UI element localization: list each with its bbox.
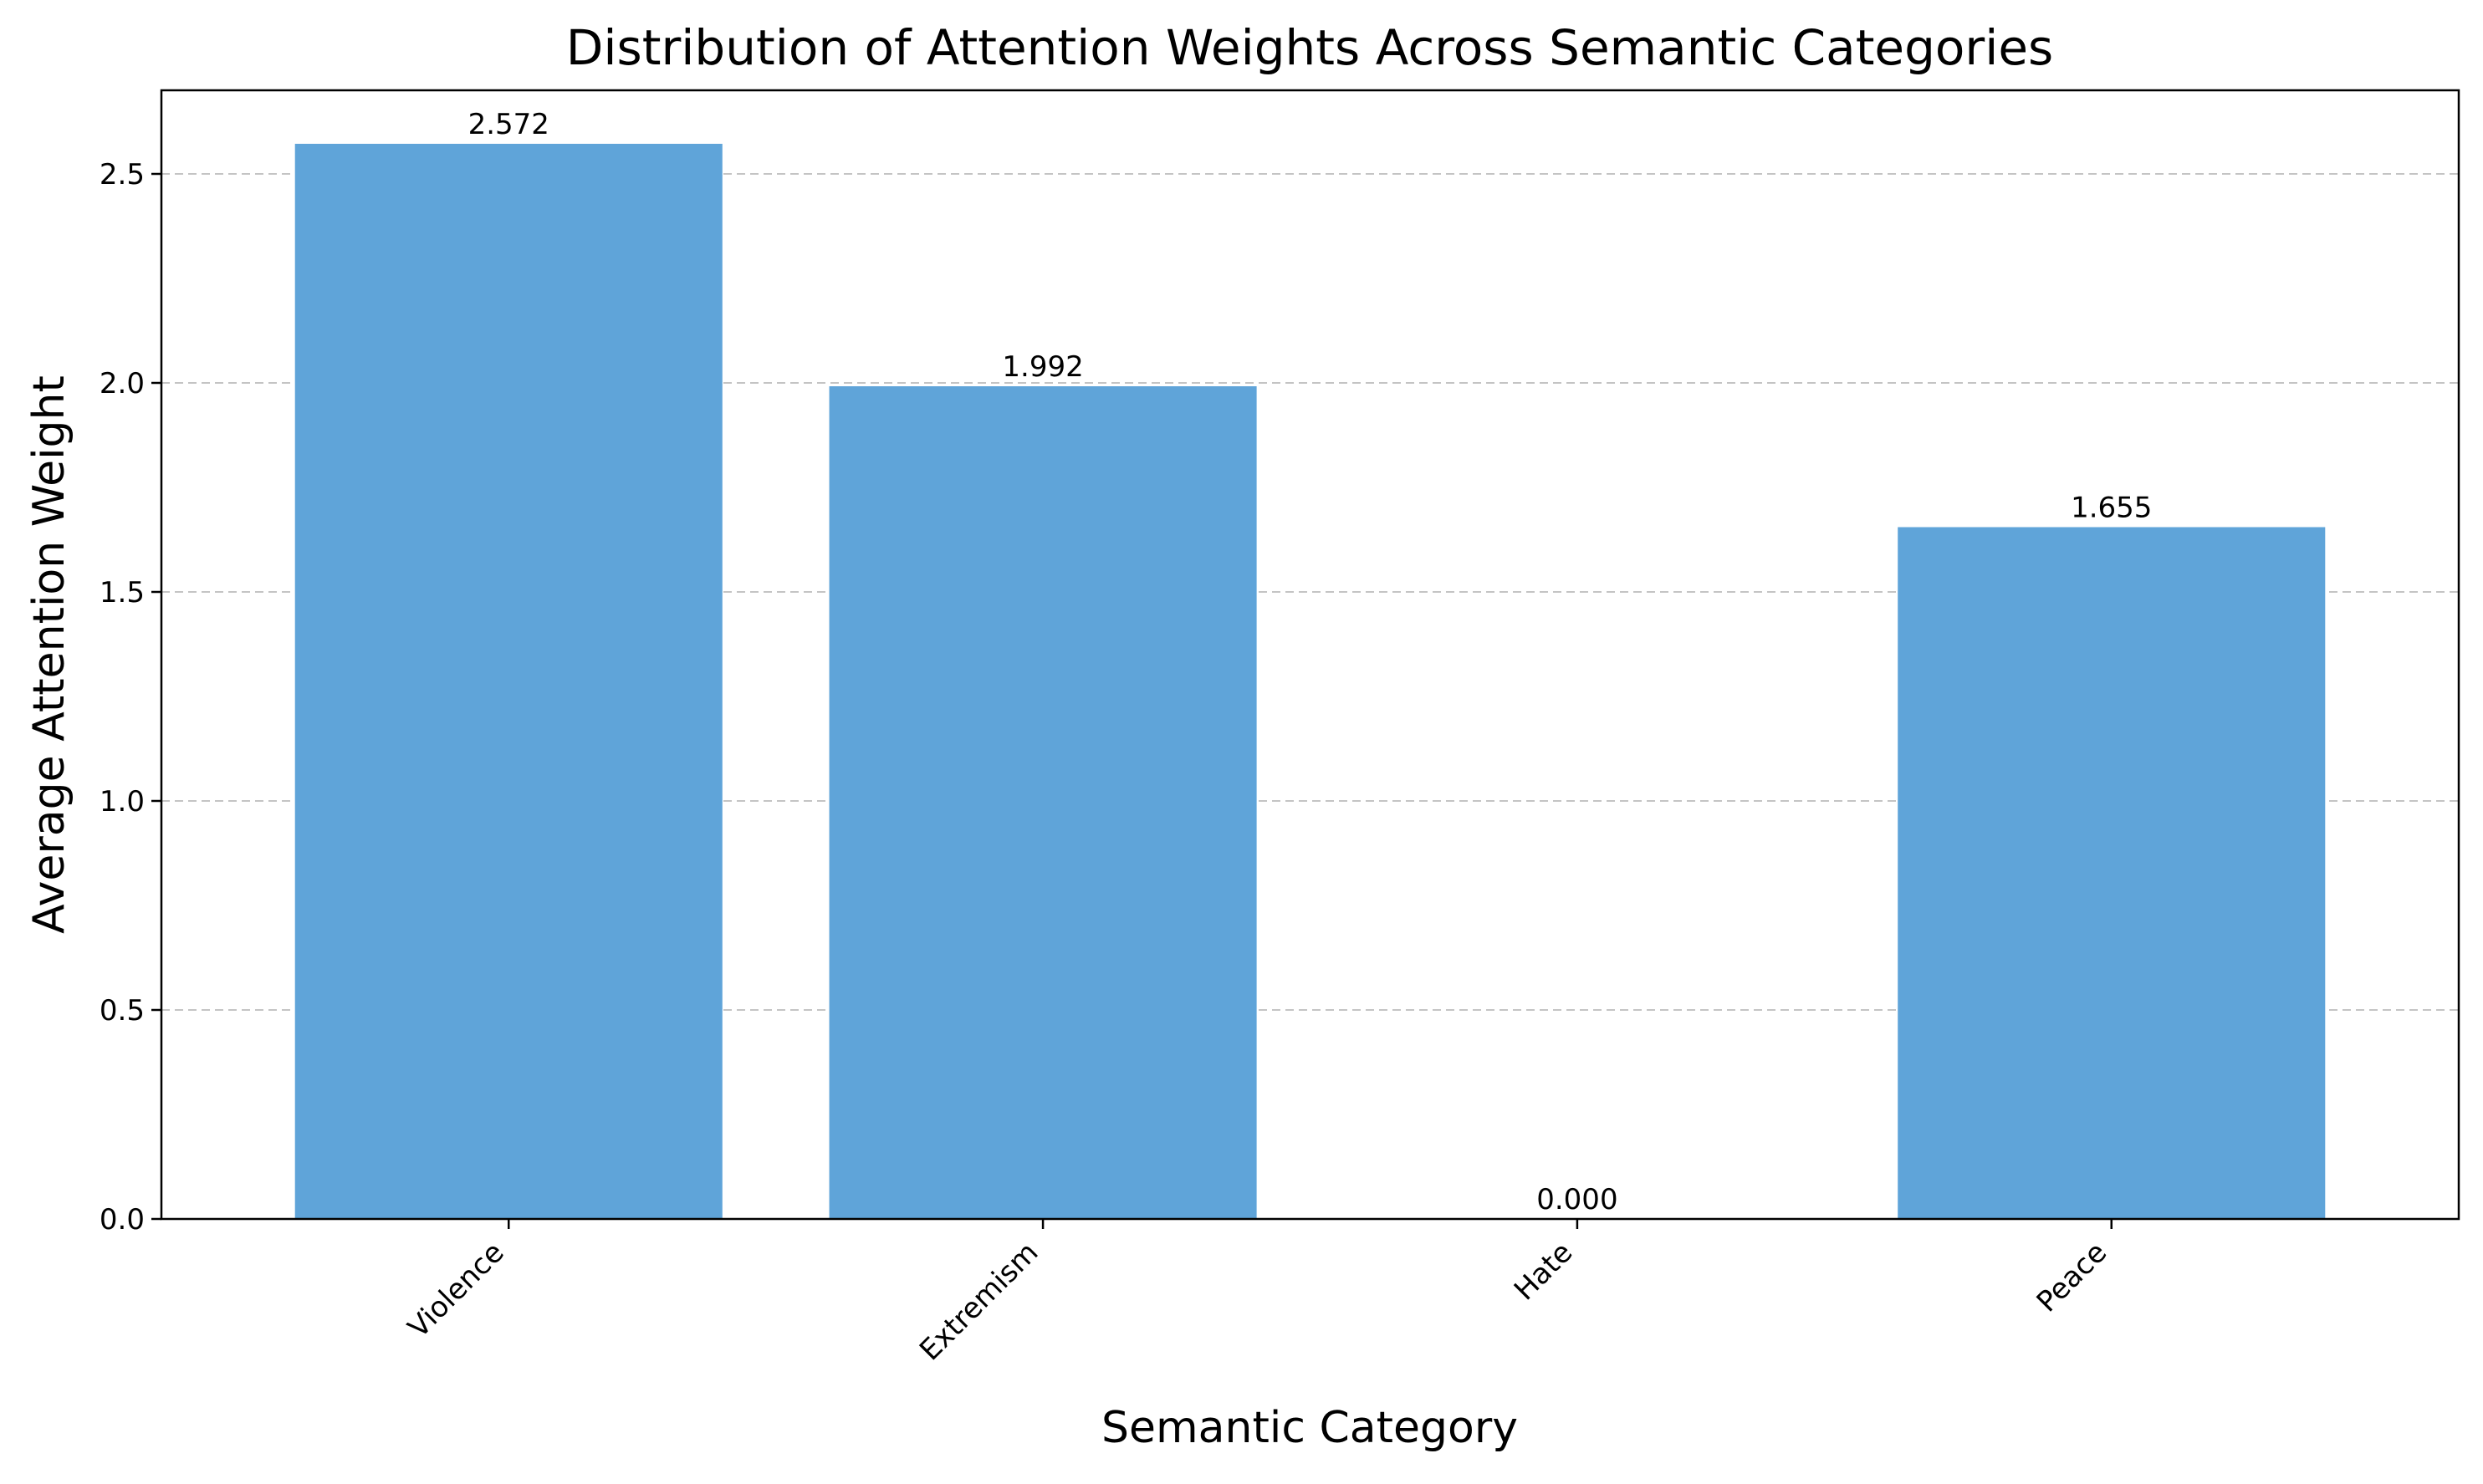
y-axis-label: Average Attention Weight	[24, 375, 74, 934]
x-tick-label: Hate	[1508, 1236, 1579, 1307]
x-tick-label: Violence	[401, 1236, 510, 1344]
x-axis-ticks: Violence Extremism Hate Peace	[401, 1219, 2113, 1367]
data-label: 2.572	[468, 108, 549, 141]
bar-violence	[294, 144, 723, 1219]
chart-title: Distribution of Attention Weights Across…	[566, 19, 2054, 76]
data-labels: 2.572 1.992 0.000 1.655	[468, 108, 2153, 1216]
y-tick-label: 1.5	[100, 576, 145, 609]
bar-extremism	[829, 386, 1257, 1219]
data-label: 1.655	[2071, 492, 2152, 525]
y-tick-label: 0.5	[100, 994, 145, 1028]
plot-frame	[160, 89, 2460, 1221]
y-tick-label: 1.0	[100, 785, 145, 818]
bar-peace	[1898, 527, 2326, 1219]
data-label: 0.000	[1536, 1183, 1617, 1216]
x-tick-label: Peace	[2031, 1236, 2113, 1318]
y-tick-label: 2.5	[100, 158, 145, 191]
y-axis-ticks: 0.0 0.5 1.0 1.5 2.0 2.5	[100, 158, 161, 1237]
x-tick-label: Extremism	[913, 1236, 1045, 1367]
x-axis-label: Semantic Category	[1101, 1403, 1518, 1453]
bars	[294, 144, 2326, 1219]
data-label: 1.992	[1002, 350, 1083, 384]
y-tick-label: 0.0	[100, 1203, 145, 1237]
y-tick-label: 2.0	[100, 367, 145, 400]
